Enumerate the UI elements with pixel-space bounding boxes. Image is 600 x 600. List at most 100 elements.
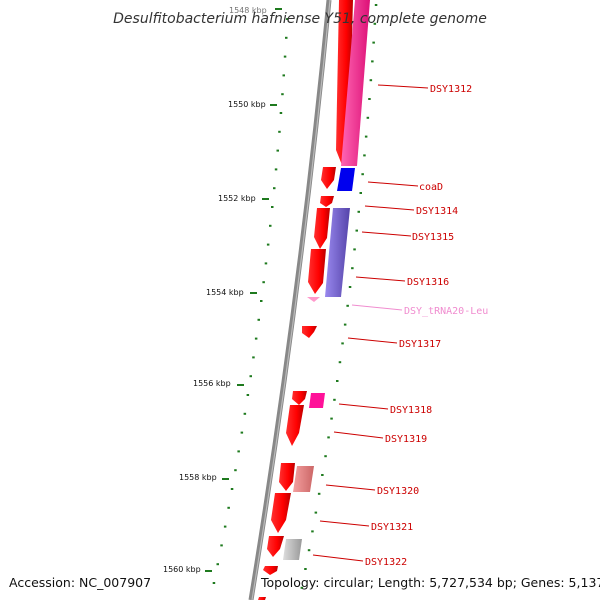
scale-label-1560: 1560 kbp bbox=[163, 565, 201, 574]
scale-dot bbox=[274, 168, 278, 171]
gene-arrow-dsy1315[interactable] bbox=[314, 208, 330, 249]
outer-dots bbox=[300, 4, 378, 589]
scale-label-1558: 1558 kbp bbox=[179, 473, 217, 482]
leader-dsy1319 bbox=[333, 431, 384, 439]
gene-label-dsy1320[interactable]: DSY1320 bbox=[377, 486, 419, 497]
outer-dot bbox=[355, 229, 358, 232]
track-trna[interactable] bbox=[307, 297, 320, 302]
gene-arrow-dsy1314[interactable] bbox=[320, 196, 334, 207]
outer-dot bbox=[333, 398, 336, 401]
gene-label-dsy1314[interactable]: DSY1314 bbox=[416, 206, 458, 217]
outer-dot bbox=[371, 60, 374, 63]
gene-arrow-dsy1320[interactable] bbox=[279, 463, 295, 491]
scale-dot bbox=[266, 243, 270, 246]
scale-dot bbox=[262, 281, 265, 284]
topology-text: Topology: circular; Length: 5,727,534 bp… bbox=[260, 575, 600, 590]
accession-text: Accession: NC_007907 bbox=[9, 575, 151, 590]
gene-label-dsy1322[interactable]: DSY1322 bbox=[365, 557, 407, 568]
outer-dot bbox=[330, 417, 333, 420]
scale-dot bbox=[269, 224, 272, 227]
gene-arrow-dsy1317[interactable] bbox=[302, 326, 317, 338]
scale-dots bbox=[212, 18, 289, 584]
outer-dot bbox=[343, 323, 347, 326]
outer-dot bbox=[353, 248, 356, 251]
outer-dot bbox=[351, 267, 354, 270]
track-bar-dsy1318[interactable] bbox=[309, 393, 325, 408]
gene-arrow-dsy1316[interactable] bbox=[308, 249, 326, 294]
outer-dot bbox=[314, 511, 318, 514]
scale-dot bbox=[282, 74, 285, 77]
gene-arrow-dsy1322[interactable] bbox=[267, 536, 284, 557]
gene-arrows bbox=[258, 0, 353, 600]
genome-backbone bbox=[248, 0, 332, 600]
scale-label-1554: 1554 kbp bbox=[206, 288, 244, 297]
gene-label-dsy1316[interactable]: DSY1316 bbox=[407, 277, 449, 288]
leader-coad bbox=[367, 181, 419, 187]
track-bar-dsy1320[interactable] bbox=[293, 466, 314, 492]
scale-dot bbox=[230, 488, 234, 490]
scale-ticks: 1548 kbp 1550 kbp 1552 kbp 1554 kbp 1556… bbox=[163, 6, 282, 574]
gene-label-trna[interactable]: DSY_tRNA20-Leu bbox=[404, 306, 488, 317]
gene-label-dsy1317[interactable]: DSY1317 bbox=[399, 339, 441, 350]
scale-tick bbox=[275, 8, 282, 10]
outer-dot bbox=[336, 380, 339, 382]
scale-dot bbox=[246, 394, 250, 396]
scale-dot bbox=[285, 36, 288, 39]
outer-dot bbox=[317, 492, 321, 495]
gene-label-dsy1315[interactable]: DSY1315 bbox=[412, 232, 454, 243]
scale-dot bbox=[252, 356, 255, 359]
gene-arrow-next-1[interactable] bbox=[263, 566, 278, 575]
gene-label-dsy1319[interactable]: DSY1319 bbox=[385, 434, 427, 445]
gene-arrow-dsy1321[interactable] bbox=[271, 493, 291, 533]
gene-arrow-dsy1319[interactable] bbox=[286, 405, 304, 446]
scale-label-1552: 1552 kbp bbox=[218, 194, 256, 203]
gene-arrow-dsy1318[interactable] bbox=[292, 391, 307, 405]
track-bar-coad[interactable] bbox=[337, 168, 355, 191]
track-bar-dsy1312[interactable] bbox=[341, 0, 370, 166]
scale-dot bbox=[223, 525, 227, 528]
scale-dot bbox=[260, 300, 263, 302]
scale-dot bbox=[264, 262, 268, 265]
scale-tick bbox=[270, 104, 277, 106]
gene-label-dsy1318[interactable]: DSY1318 bbox=[390, 405, 432, 416]
outer-dot bbox=[321, 474, 324, 476]
scale-dot bbox=[237, 450, 240, 453]
scale-dot bbox=[249, 375, 252, 378]
scale-dot bbox=[243, 412, 247, 415]
scale-tick bbox=[222, 478, 229, 480]
outer-dot bbox=[300, 586, 304, 589]
gene-label-dsy1321[interactable]: DSY1321 bbox=[371, 522, 413, 533]
leader-dsy1317 bbox=[347, 337, 398, 344]
leader-dsy1315 bbox=[361, 231, 412, 237]
gene-arrow-next-2[interactable] bbox=[258, 597, 266, 600]
leader-dsy1314 bbox=[364, 205, 415, 211]
scale-dot bbox=[254, 337, 258, 340]
leader-dsy1320 bbox=[325, 484, 376, 491]
leader-dsy1312 bbox=[377, 84, 429, 89]
leader-trna bbox=[351, 304, 403, 311]
outer-dot bbox=[369, 79, 373, 82]
scale-dot bbox=[257, 318, 260, 321]
gene-arrow-coad[interactable] bbox=[321, 167, 336, 189]
outer-dot bbox=[348, 286, 352, 288]
gene-label-coad[interactable]: coaD bbox=[419, 182, 443, 193]
gene-label-dsy1312[interactable]: DSY1312 bbox=[430, 84, 472, 95]
scale-dot bbox=[281, 93, 284, 96]
outer-dot bbox=[324, 455, 327, 458]
outer-dot bbox=[374, 4, 378, 6]
scale-label-1548: 1548 kbp bbox=[229, 6, 267, 15]
outer-dot bbox=[364, 135, 368, 138]
scale-tick bbox=[205, 570, 212, 572]
callout-lines bbox=[312, 84, 429, 562]
outer-dot bbox=[311, 530, 314, 533]
scale-label-1550: 1550 kbp bbox=[228, 100, 266, 109]
scale-dot bbox=[234, 469, 237, 472]
leader-dsy1322 bbox=[312, 554, 364, 562]
outer-dot bbox=[307, 549, 311, 552]
track-bar-dsy1322[interactable] bbox=[283, 539, 302, 560]
outer-dot bbox=[368, 98, 371, 100]
track-bar-dsy1315-1316[interactable] bbox=[325, 208, 350, 297]
feature-track bbox=[283, 0, 370, 560]
map-title: Desulfitobacterium hafniense Y51, comple… bbox=[113, 11, 487, 27]
